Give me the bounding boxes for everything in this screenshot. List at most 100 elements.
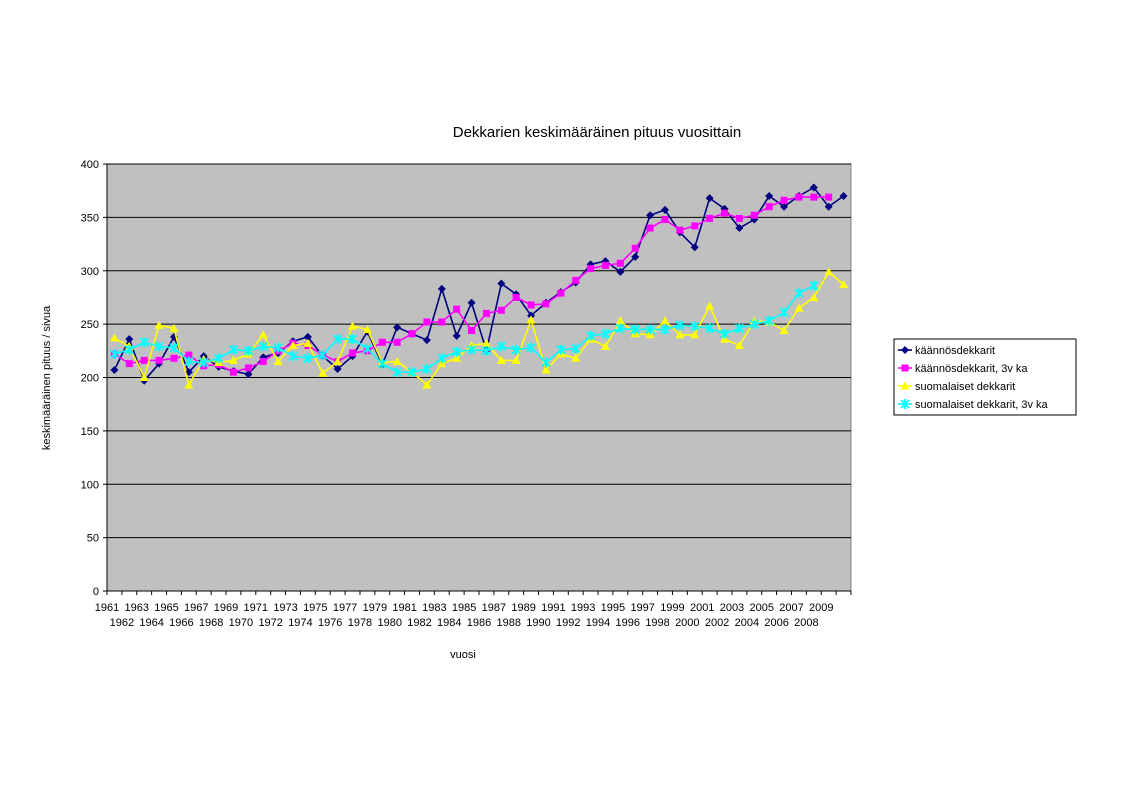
data-point — [557, 289, 565, 297]
data-point — [675, 320, 685, 331]
x-tick-label: 2007 — [779, 602, 803, 614]
data-point — [184, 368, 193, 377]
data-point — [511, 344, 521, 355]
data-point — [273, 342, 283, 353]
data-point — [616, 259, 624, 267]
x-tick-label: 1996 — [616, 617, 640, 629]
data-point — [824, 267, 834, 276]
data-point — [765, 203, 773, 211]
data-point — [468, 327, 476, 335]
data-point — [646, 211, 655, 220]
data-point — [526, 342, 536, 353]
data-point — [139, 337, 149, 348]
data-point — [512, 293, 520, 301]
data-point — [392, 356, 402, 365]
data-point — [125, 360, 133, 368]
x-tick-label: 1985 — [452, 602, 476, 614]
data-point — [229, 368, 237, 376]
data-point — [362, 343, 373, 354]
data-point — [170, 354, 178, 362]
y-tick-label: 150 — [81, 426, 99, 438]
x-tick-label: 1982 — [407, 617, 431, 629]
data-point — [809, 183, 818, 192]
data-point — [794, 303, 804, 312]
x-axis: 1961 1962 1963 1964 1965 1966 1967 1968 1969 1970… — [95, 590, 852, 629]
legend-label: käännösdekkarit, 3v ka — [915, 363, 1028, 375]
data-point — [258, 341, 268, 352]
data-point — [244, 364, 252, 372]
data-point — [303, 353, 313, 364]
data-point — [482, 309, 490, 317]
legend-marker — [901, 346, 909, 354]
x-tick-label: 1999 — [660, 602, 684, 614]
data-point — [690, 321, 700, 332]
data-point — [466, 344, 477, 355]
data-point — [705, 301, 715, 310]
legend-item: suomalaiset dekkarit — [898, 381, 1015, 393]
data-point — [780, 202, 789, 211]
data-point — [571, 343, 581, 354]
data-point — [734, 323, 745, 334]
data-point — [600, 342, 610, 351]
x-tick-label: 1998 — [645, 617, 669, 629]
data-point — [333, 364, 342, 373]
data-point — [481, 338, 491, 347]
y-tick-label: 350 — [81, 212, 99, 224]
data-point — [228, 344, 239, 355]
x-tick-label: 1977 — [333, 602, 357, 614]
y-axis-label: keskimääräinen pituus / sivua — [41, 305, 53, 450]
data-point — [497, 306, 505, 314]
y-tick-label: 100 — [81, 479, 99, 491]
legend-label: suomalaiset dekkarit, 3v ka — [915, 399, 1049, 411]
legend-marker — [900, 381, 910, 390]
x-tick-label: 1995 — [601, 602, 625, 614]
x-tick-label: 1974 — [288, 617, 312, 629]
series-4 — [109, 280, 819, 378]
data-point — [690, 243, 699, 252]
data-point — [839, 280, 849, 289]
data-point — [691, 222, 699, 230]
data-point — [750, 211, 758, 219]
data-point — [422, 336, 431, 345]
data-point — [155, 356, 163, 364]
data-point — [765, 192, 774, 201]
data-point — [378, 338, 386, 346]
x-tick-label: 1961 — [95, 602, 119, 614]
data-point — [273, 356, 283, 365]
data-point — [601, 261, 609, 269]
x-tick-label: 1988 — [497, 617, 521, 629]
data-point — [734, 340, 744, 349]
data-point — [467, 298, 476, 307]
data-point — [572, 276, 580, 284]
data-point — [706, 214, 714, 222]
x-tick-label: 1970 — [229, 617, 253, 629]
x-tick-label: 1975 — [303, 602, 327, 614]
data-point — [154, 320, 164, 329]
x-tick-label: 2001 — [690, 602, 714, 614]
data-point — [185, 351, 193, 359]
x-tick-label: 1990 — [526, 617, 550, 629]
data-point — [824, 202, 833, 211]
data-point — [764, 315, 774, 326]
legend-marker — [901, 364, 909, 372]
data-point — [587, 265, 595, 273]
y-axis: 0 50 100 150 200 250 300 350 400 — [81, 159, 108, 598]
data-point — [585, 330, 596, 341]
data-point — [199, 357, 209, 368]
x-tick-label: 1973 — [273, 602, 297, 614]
data-point — [660, 324, 670, 335]
data-point — [259, 357, 267, 365]
data-point — [124, 344, 134, 355]
x-tick-label: 2000 — [675, 617, 699, 629]
x-tick-label: 2002 — [705, 617, 729, 629]
x-tick-label: 1969 — [214, 602, 238, 614]
y-tick-label: 200 — [81, 373, 99, 385]
x-tick-label: 1980 — [377, 617, 401, 629]
data-point — [213, 353, 224, 364]
data-point — [675, 330, 685, 339]
data-point — [780, 196, 788, 204]
legend-item: suomalaiset dekkarit, 3v ka — [898, 399, 1049, 411]
data-point — [438, 318, 446, 326]
x-tick-label: 1963 — [125, 602, 149, 614]
